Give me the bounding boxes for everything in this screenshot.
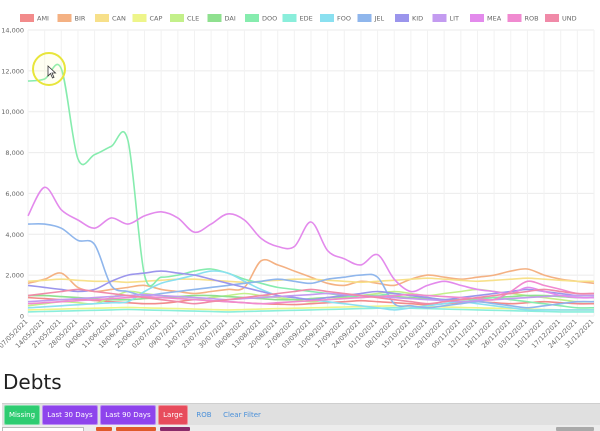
- clear-filter-link[interactable]: Clear Filter: [223, 411, 261, 419]
- table-toolbar: [2, 425, 600, 431]
- legend-label-kid: KID: [412, 15, 423, 23]
- legend-label-foo: FOO: [337, 15, 351, 23]
- legend-label-bir: BIR: [75, 15, 86, 23]
- series-line-bir: [27, 258, 595, 295]
- legend-swatch-und: [545, 14, 559, 22]
- legend-swatch-mea: [470, 14, 484, 22]
- y-tick-label: 12,000: [1, 67, 24, 75]
- series-line-jel: [27, 222, 595, 309]
- rob-filter-link[interactable]: ROB: [196, 411, 212, 419]
- legend-label-und: UND: [562, 15, 577, 23]
- filter-bar: Missing Last 30 Days Last 90 Days Large …: [2, 403, 600, 425]
- y-tick-label: 8,000: [5, 149, 24, 157]
- y-tick-label: 0: [20, 313, 24, 321]
- y-tick-label: 14,000: [1, 27, 24, 35]
- legend-label-lit: LIT: [450, 15, 460, 23]
- series-line-ede: [27, 307, 594, 313]
- toolbar-button[interactable]: [96, 427, 112, 431]
- series-line-mea: [27, 186, 595, 299]
- mouse-cursor-icon: [47, 65, 57, 79]
- legend-swatch-jel: [357, 14, 372, 22]
- legend-label-dai: DAI: [225, 15, 236, 23]
- debt-chart: 14,000 12,000 10,000 8,000 6,000 4,000 2,000 0 0…: [0, 14, 595, 350]
- legend-swatch-ami: [20, 14, 34, 22]
- legend-label-ede: EDE: [300, 15, 313, 23]
- section-title: Debts: [3, 370, 62, 394]
- search-input[interactable]: [2, 427, 84, 431]
- legend-label-rob: ROB: [525, 15, 539, 23]
- legend-swatch-kid: [395, 14, 409, 22]
- toolbar-button[interactable]: [160, 427, 190, 431]
- legend-swatch-cle: [170, 14, 184, 22]
- legend-swatch-can: [95, 14, 109, 22]
- series-line-cap: [27, 305, 594, 311]
- series-line-lit: [27, 292, 594, 303]
- legend-label-can: CAN: [112, 15, 126, 23]
- legend-label-ami: AMI: [37, 15, 49, 23]
- legend-swatch-foo: [320, 14, 334, 22]
- legend-swatch-dai: [207, 14, 222, 22]
- legend-label-cle: CLE: [187, 15, 199, 23]
- legend-swatch-ede: [282, 14, 297, 22]
- missing-filter-button[interactable]: Missing: [4, 405, 40, 425]
- large-filter-button[interactable]: Large: [158, 405, 188, 425]
- y-tick-label: 6,000: [5, 190, 24, 198]
- series-line-und: [27, 288, 595, 305]
- series-line-can: [27, 277, 595, 284]
- series-line-rob: [27, 280, 595, 305]
- legend-label-cap: CAP: [150, 15, 163, 23]
- legend-swatch-cap: [132, 14, 147, 22]
- line-chart: 14,00012,00010,0008,0006,0004,0002,00000…: [0, 14, 595, 350]
- last-90-days-filter-button[interactable]: Last 90 Days: [100, 405, 156, 425]
- legend-swatch-lit: [432, 14, 447, 22]
- legend-label-doo: DOO: [262, 15, 277, 23]
- y-tick-label: 2,000: [5, 272, 24, 280]
- y-tick-label: 10,000: [1, 108, 24, 116]
- last-30-days-filter-button[interactable]: Last 30 Days: [42, 405, 98, 425]
- legend-swatch-rob: [507, 14, 522, 22]
- y-tick-label: 4,000: [5, 231, 24, 239]
- toolbar-button[interactable]: [556, 427, 594, 431]
- legend-swatch-bir: [57, 14, 72, 22]
- legend-swatch-doo: [245, 14, 259, 22]
- toolbar-button[interactable]: [116, 427, 156, 431]
- legend-label-mea: MEA: [487, 15, 502, 23]
- legend-label-jel: JEL: [374, 15, 385, 23]
- series-line-doo: [27, 63, 595, 309]
